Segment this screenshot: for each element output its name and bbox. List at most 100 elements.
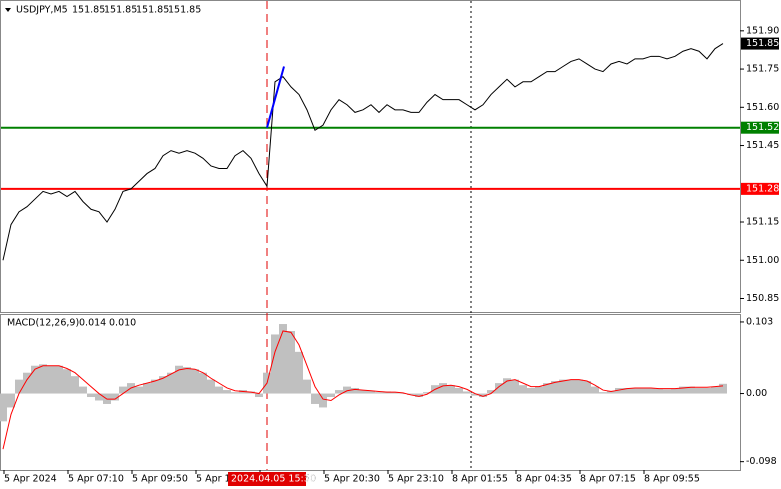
x-tick-label: 8 Apr 04:35 <box>516 474 572 485</box>
histogram-bar <box>95 393 103 401</box>
histogram-bar <box>391 392 399 394</box>
y-tick-label: 151.00 <box>746 255 779 266</box>
y-tick-label: 151.75 <box>746 64 779 75</box>
histogram-bar <box>255 393 263 398</box>
histogram-bar <box>63 369 71 394</box>
histogram-bar <box>447 385 455 394</box>
histogram-bar <box>687 386 695 394</box>
x-tick-label: 5 Apr 1 <box>196 474 231 485</box>
histogram-bar <box>415 393 423 398</box>
histogram-bar <box>199 372 207 394</box>
cursor-label: 2024.04.05 15:30 <box>231 474 316 485</box>
symbol-title: USDJPY,M5 <box>16 5 68 16</box>
ohlc-value: 151.85 <box>72 5 105 16</box>
histogram-bar <box>191 369 199 394</box>
y-tick-label: 0.00 <box>746 388 767 399</box>
price-pane <box>0 0 741 313</box>
histogram-bar <box>143 383 151 394</box>
histogram-bar <box>87 393 95 398</box>
x-tick-label: 5 Apr 09:50 <box>132 474 188 485</box>
x-tick-label: 8 Apr 01:55 <box>452 474 508 485</box>
histogram-bar <box>543 383 551 394</box>
histogram-bar <box>479 393 487 398</box>
histogram-bar <box>327 393 335 398</box>
histogram-bar <box>367 390 375 394</box>
histogram-bar <box>0 393 7 422</box>
y-tick-label: 0.103 <box>746 316 773 327</box>
histogram-bar <box>527 387 535 394</box>
histogram-bar <box>655 388 663 394</box>
price-label: 151.85 <box>746 38 779 49</box>
histogram-bar <box>663 389 671 394</box>
cursor-label-box <box>228 472 306 486</box>
histogram-bar <box>719 383 727 394</box>
histogram-bar <box>583 381 591 394</box>
histogram-bar <box>551 381 559 394</box>
histogram-bar <box>71 376 79 394</box>
histogram-bar <box>599 392 607 394</box>
histogram-bar <box>47 365 55 394</box>
histogram-bar <box>7 393 15 408</box>
histogram-bar <box>703 387 711 394</box>
histogram-bar <box>399 393 407 395</box>
x-tick-label: 5 Apr 07:10 <box>68 474 124 485</box>
histogram-bar <box>559 379 567 394</box>
x-tick-label: 8 Apr 07:15 <box>580 474 636 485</box>
y-tick-label: -0.098 <box>746 456 777 467</box>
histogram-bar <box>359 390 367 394</box>
histogram-bar <box>623 387 631 394</box>
histogram-bar <box>407 393 415 395</box>
histogram-bar <box>335 390 343 394</box>
histogram-bar <box>271 334 279 394</box>
histogram-bar <box>711 386 719 394</box>
ohlc-value: 151.85 <box>168 5 201 16</box>
histogram-bar <box>167 372 175 394</box>
histogram-bar <box>375 392 383 394</box>
level-label-box <box>741 121 779 134</box>
level-label: 151.28 <box>746 183 779 194</box>
y-tick-label: 150.85 <box>746 293 779 304</box>
macd-pane <box>0 314 741 471</box>
menu-arrow <box>5 8 11 12</box>
histogram-bar <box>295 351 303 394</box>
histogram-bar <box>455 387 463 394</box>
histogram-bar <box>503 378 511 394</box>
histogram-bar <box>311 393 319 404</box>
histogram-bar <box>79 386 87 394</box>
x-tick-label: 5 Apr 2024 <box>4 474 57 485</box>
histogram-bar <box>495 383 503 394</box>
histogram-bar <box>175 365 183 394</box>
histogram-bar <box>343 386 351 394</box>
histogram-bar <box>511 379 519 394</box>
histogram-bar <box>111 393 119 401</box>
histogram-bar <box>287 330 295 394</box>
histogram-bar <box>591 386 599 394</box>
price-line <box>2 43 724 261</box>
histogram-bar <box>303 379 311 394</box>
histogram-bar <box>215 386 223 394</box>
histogram-bar <box>207 379 215 394</box>
histogram-bar <box>631 387 639 394</box>
histogram-bar <box>23 372 31 394</box>
histogram-bar <box>607 390 615 394</box>
histogram-bar <box>151 379 159 394</box>
histogram-bar <box>55 365 63 394</box>
texts: USDJPY,M5 MACD(12,26,9) <box>7 5 79 329</box>
y-tick-label: 151.15 <box>746 217 779 228</box>
histogram-bar <box>351 387 359 394</box>
histogram-bar <box>439 383 447 394</box>
macd-title: MACD(12,26,9) <box>7 318 79 329</box>
histogram-bar <box>223 390 231 394</box>
ohlc-value: 151.85 <box>104 5 137 16</box>
y-tick-label: 151.45 <box>746 140 779 151</box>
histogram-bar <box>471 393 479 396</box>
histogram-bar <box>695 387 703 394</box>
histogram-bar <box>423 392 431 394</box>
histogram-bar <box>119 386 127 394</box>
histogram-bar <box>15 379 23 394</box>
histogram-bar <box>463 391 471 394</box>
histogram-bar <box>679 386 687 394</box>
histogram-bar <box>319 393 327 408</box>
